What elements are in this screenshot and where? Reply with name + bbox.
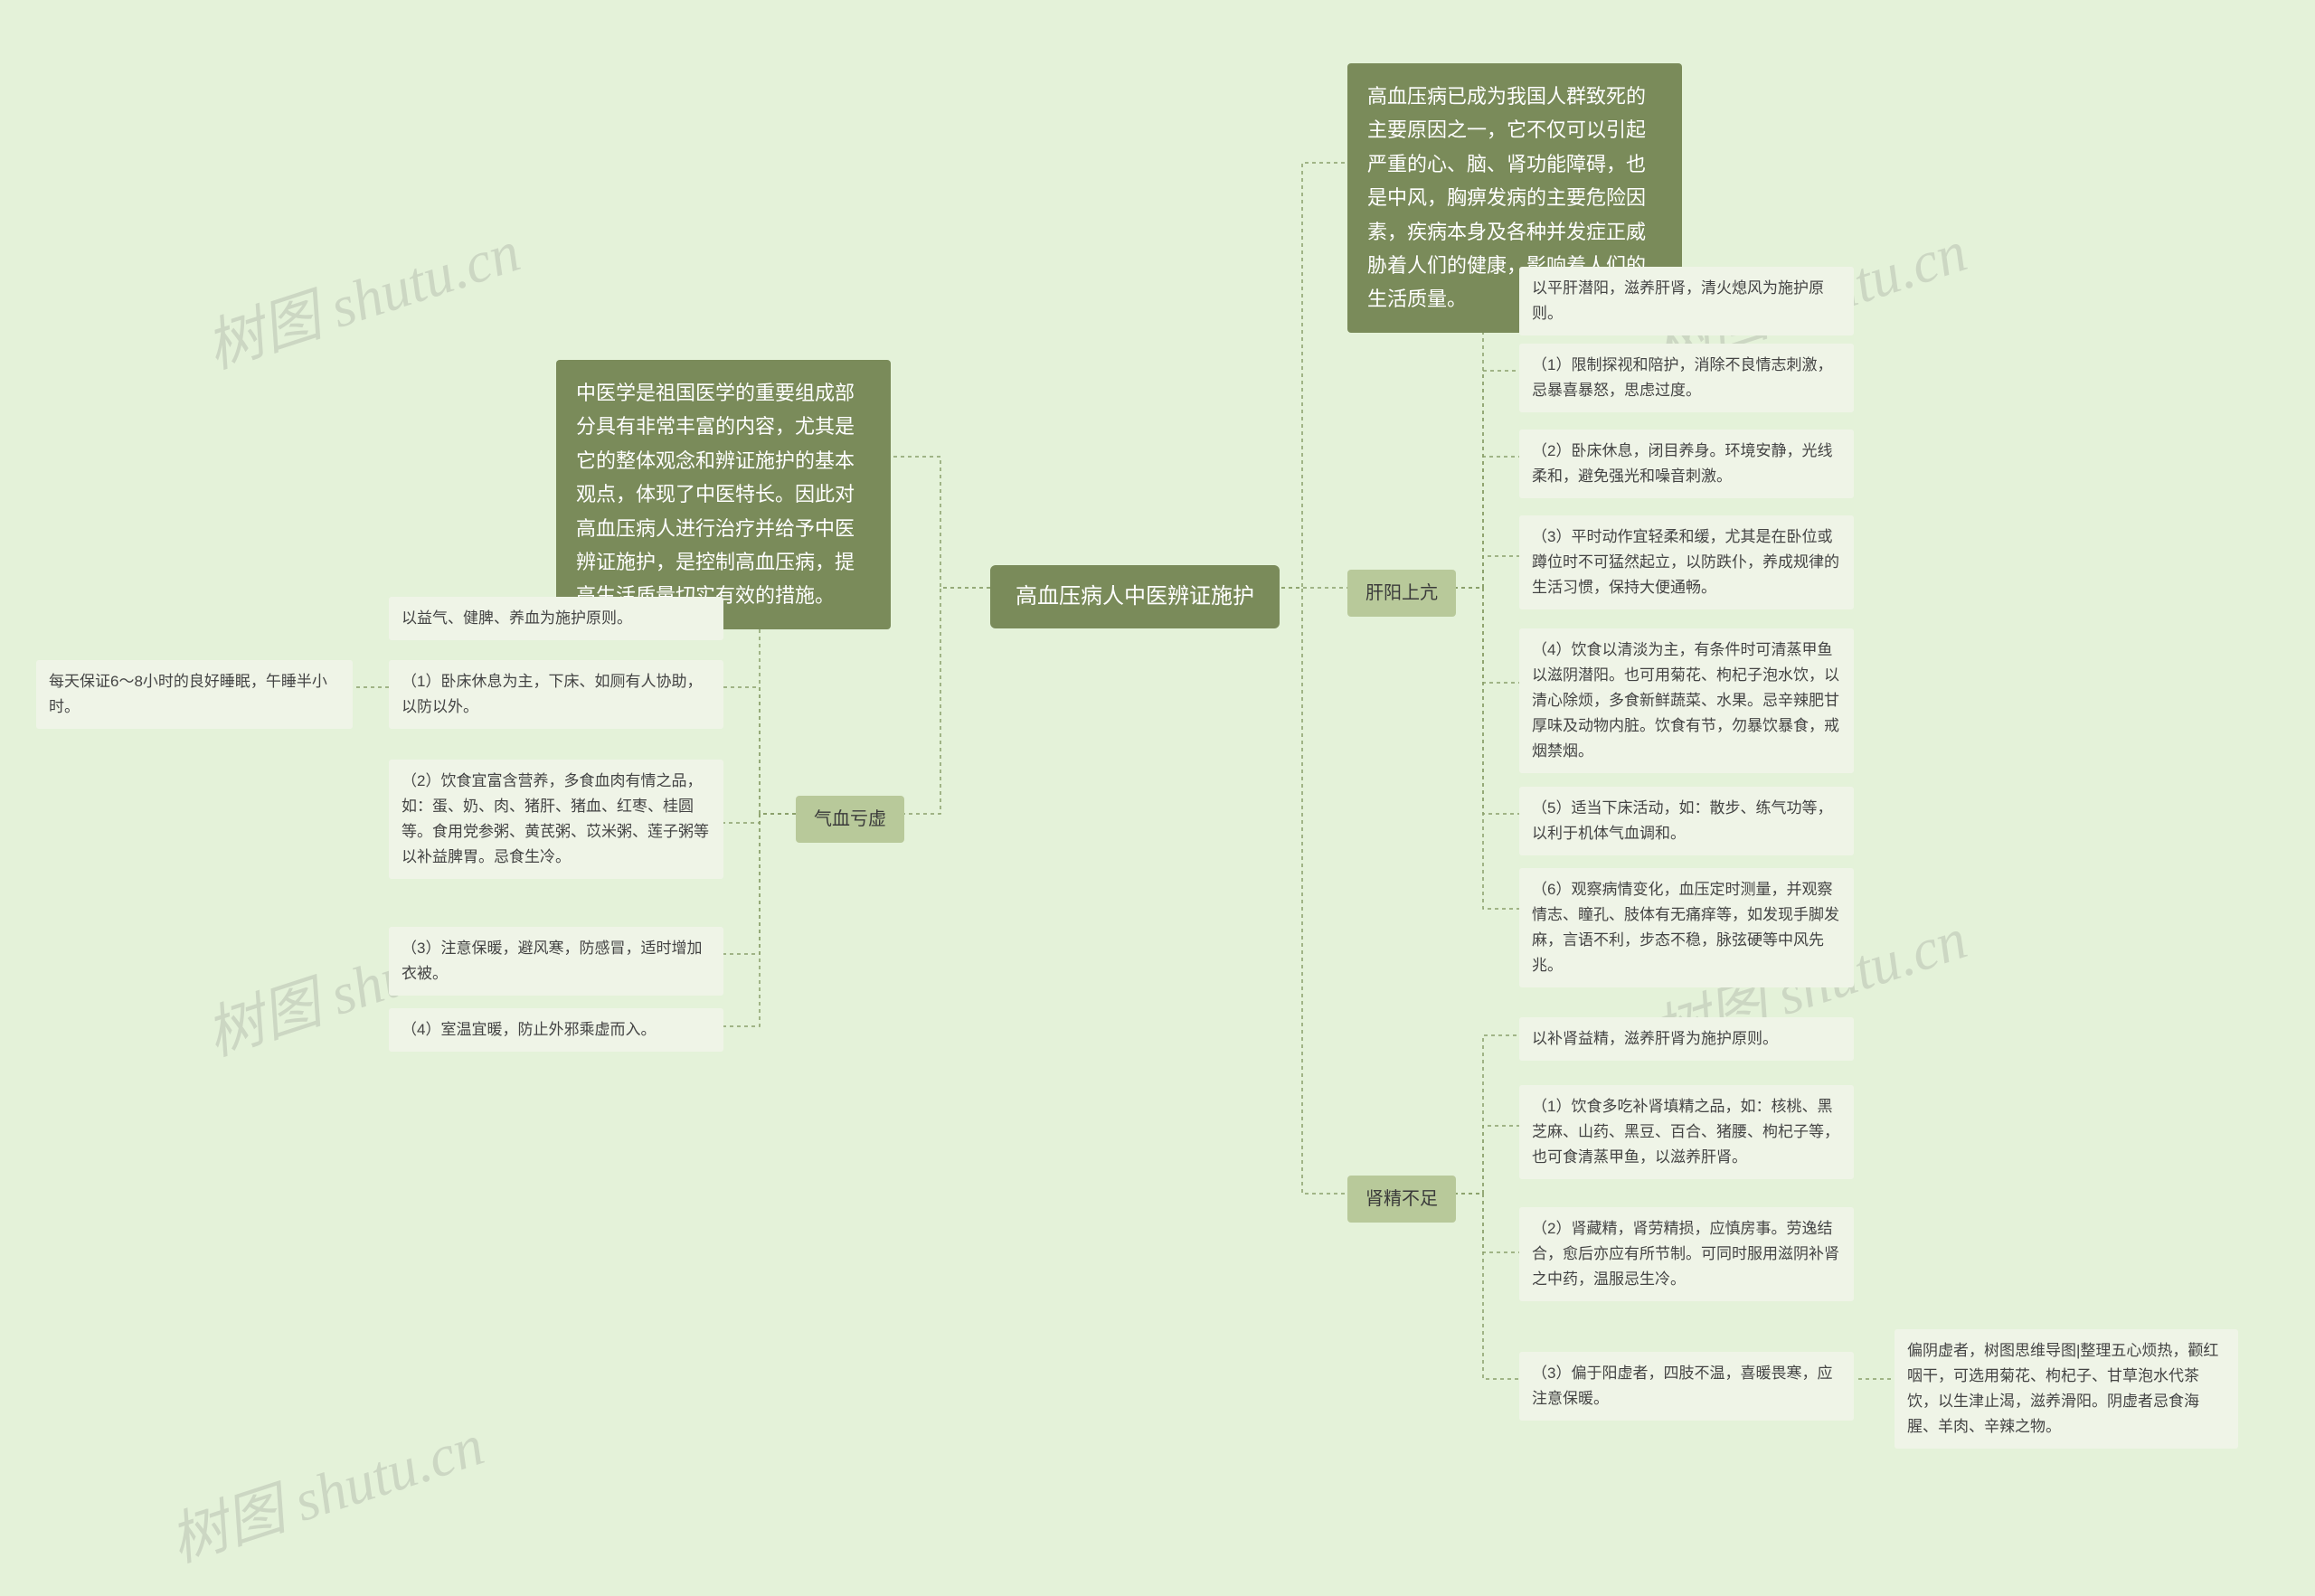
leaf-sub: 每天保证6～8小时的良好睡眠，午睡半小时。: [36, 660, 353, 729]
watermark: 树图 shutu.cn: [158, 1399, 493, 1578]
leaf: （1）饮食多吃补肾填精之品，如：核桃、黑芝麻、山药、黑豆、百合、猪腰、枸杞子等，…: [1519, 1085, 1854, 1179]
leaf: （1）限制探视和陪护，消除不良情志刺激，忌暴喜暴怒，思虑过度。: [1519, 344, 1854, 412]
leaf: （4）室温宜暖，防止外邪乘虚而入。: [389, 1008, 723, 1052]
branch-shenjing: 肾精不足: [1347, 1176, 1456, 1223]
intro-left: 中医学是祖国医学的重要组成部分具有非常丰富的内容，尤其是它的整体观念和辨证施护的…: [556, 360, 891, 629]
leaf: 以平肝潜阳，滋养肝肾，清火熄风为施护原则。: [1519, 267, 1854, 335]
leaf: （2）饮食宜富含营养，多食血肉有情之品，如：蛋、奶、肉、猪肝、猪血、红枣、桂圆等…: [389, 760, 723, 879]
leaf: （2）卧床休息，闭目养身。环境安静，光线柔和，避免强光和噪音刺激。: [1519, 430, 1854, 498]
branch-qixue: 气血亏虚: [796, 796, 904, 843]
branch-ganyang: 肝阳上亢: [1347, 570, 1456, 617]
leaf: （3）注意保暖，避风寒，防感冒，适时增加衣被。: [389, 927, 723, 996]
leaf: （3）偏于阳虚者，四肢不温，喜暖畏寒，应注意保暖。: [1519, 1352, 1854, 1421]
leaf-sub: 偏阴虚者，树图思维导图|整理五心烦热，颧红咽干，可选用菊花、枸杞子、甘草泡水代茶…: [1895, 1329, 2238, 1449]
leaf: （1）卧床休息为主，下床、如厕有人协助，以防以外。: [389, 660, 723, 729]
leaf: （4）饮食以清淡为主，有条件时可清蒸甲鱼以滋阴潜阳。也可用菊花、枸杞子泡水饮，以…: [1519, 628, 1854, 773]
leaf: （6）观察病情变化，血压定时测量，并观察情志、瞳孔、肢体有无痛痒等，如发现手脚发…: [1519, 868, 1854, 987]
leaf: （2）肾藏精，肾劳精损，应慎房事。劳逸结合，愈后亦应有所节制。可同时服用滋阴补肾…: [1519, 1207, 1854, 1301]
leaf: 以益气、健脾、养血为施护原则。: [389, 597, 723, 640]
leaf: 以补肾益精，滋养肝肾为施护原则。: [1519, 1017, 1854, 1061]
root-node: 高血压病人中医辨证施护: [990, 565, 1280, 628]
leaf: （5）适当下床活动，如：散步、练气功等，以利于机体气血调和。: [1519, 787, 1854, 855]
leaf: （3）平时动作宜轻柔和缓，尤其是在卧位或蹲位时不可猛然起立，以防跌仆，养成规律的…: [1519, 515, 1854, 609]
watermark: 树图 shutu.cn: [194, 205, 529, 384]
